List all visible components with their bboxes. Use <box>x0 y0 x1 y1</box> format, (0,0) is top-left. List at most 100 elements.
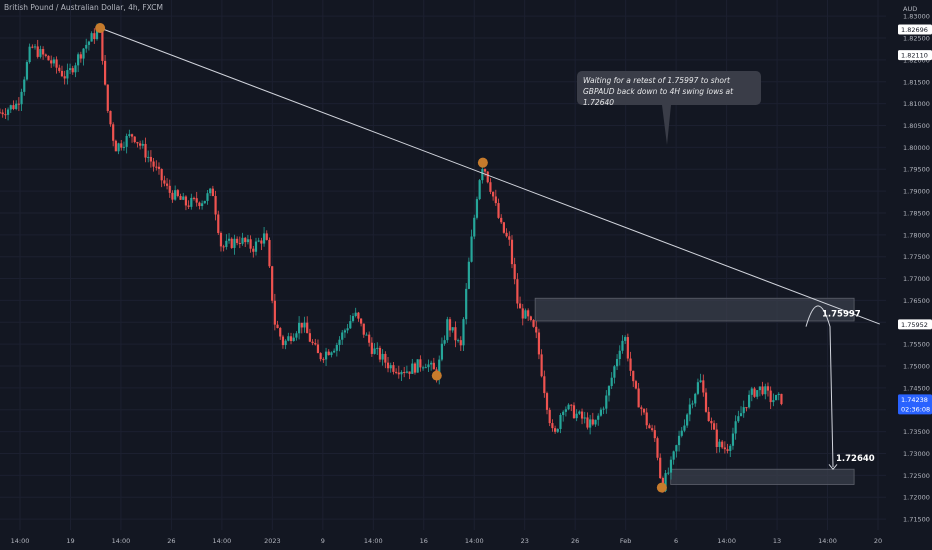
swing-marker <box>431 370 442 381</box>
candle-body <box>594 419 597 425</box>
time-tick-label: 26 <box>571 537 579 545</box>
candle-body <box>758 386 761 391</box>
candle-body <box>184 196 188 206</box>
candle-body <box>424 367 427 369</box>
candle-body <box>384 353 387 363</box>
candle-body <box>696 382 700 394</box>
swing-marker <box>477 157 488 168</box>
candle-body <box>209 188 212 194</box>
candle-body <box>395 371 398 373</box>
candle-body <box>699 380 702 383</box>
time-tick-label: 9 <box>321 537 325 545</box>
candle-body <box>284 340 287 346</box>
time-tick-label: 14:00 <box>465 537 484 545</box>
candle-body <box>368 334 371 343</box>
candle-body <box>217 214 220 233</box>
time-tick-label: 14:00 <box>818 537 837 545</box>
time-tick-label: 23 <box>521 537 529 545</box>
candle-body <box>680 430 683 436</box>
candle-body <box>20 91 23 105</box>
candle-body <box>163 180 166 184</box>
candle-body <box>378 347 382 360</box>
candle-body <box>211 188 214 197</box>
candle-body <box>90 33 93 42</box>
candle-body <box>656 438 659 458</box>
candle-body <box>537 332 541 355</box>
candle-body <box>586 417 589 428</box>
candle-body <box>637 388 640 408</box>
candle-body <box>362 323 365 335</box>
candle-body <box>149 156 153 162</box>
candle-body <box>489 182 492 192</box>
swing-marker <box>656 482 667 493</box>
candle-body <box>473 217 476 237</box>
candle-body <box>292 337 295 342</box>
candle-body <box>621 340 624 351</box>
candle-body <box>370 342 373 354</box>
candle-body <box>249 239 252 249</box>
price-tick-label: 1.77000 <box>903 275 930 283</box>
candle-body <box>106 84 109 111</box>
candle-body <box>645 412 648 426</box>
time-tick-label: 2023 <box>264 537 281 545</box>
candle-body <box>195 198 198 203</box>
candle-body <box>704 392 708 412</box>
candle-body <box>306 322 309 334</box>
candle-body <box>753 388 756 397</box>
candle-body <box>222 246 225 248</box>
candle-body <box>230 238 233 248</box>
candle-body <box>236 238 239 243</box>
candle-body <box>144 143 147 158</box>
candle-body <box>521 308 524 319</box>
time-tick-label: 13 <box>773 537 781 545</box>
candle-body <box>554 428 557 432</box>
candle-body <box>155 166 158 168</box>
candle-body <box>225 240 228 247</box>
candle-body <box>599 409 603 416</box>
time-axis: 14:00 19 14:00 26 14:00 2023 9 14:00 16 14:00 23 26… <box>11 537 883 545</box>
candle-body <box>120 143 123 148</box>
candle-body <box>133 136 136 143</box>
annotation-note: Waiting for a retest of 1.75997 to short… <box>577 71 761 107</box>
candle-body <box>287 336 290 341</box>
candle-body <box>642 408 646 413</box>
candle-body <box>324 351 328 360</box>
candle-body <box>179 195 182 200</box>
candle-body <box>610 377 613 387</box>
candle-body <box>254 241 258 252</box>
candle-body <box>319 353 322 360</box>
candle-body <box>688 404 691 415</box>
candle-body <box>769 390 772 403</box>
candle-body <box>545 393 549 410</box>
candle-body <box>241 237 244 244</box>
candle-body <box>527 310 530 317</box>
candle-body <box>381 353 384 360</box>
annotation-line-2: GBPAUD back down to 4H swing lows at 1.7… <box>583 87 734 107</box>
candle-body <box>470 236 473 262</box>
candle-body <box>198 202 201 207</box>
candle-body <box>341 332 344 340</box>
candle-body <box>203 200 206 204</box>
candle-body <box>1 112 4 115</box>
candle-body <box>446 319 449 341</box>
candle-body <box>365 334 368 336</box>
candle-body <box>427 364 430 368</box>
candle-body <box>112 124 115 141</box>
candle-body <box>567 404 570 410</box>
candle-body <box>634 381 638 389</box>
candle-body <box>276 324 279 329</box>
candle-body <box>330 352 333 356</box>
candle-body <box>405 371 408 373</box>
candle-body <box>265 233 268 240</box>
candle-body <box>702 380 705 393</box>
candle-body <box>79 54 82 59</box>
target-label: 1.75997 <box>822 309 861 319</box>
price-label-text: 1.82110 <box>901 52 928 60</box>
candle-body <box>456 340 460 342</box>
price-tick-label: 1.77500 <box>903 253 930 261</box>
trendline <box>99 27 880 325</box>
candle-body <box>12 105 15 109</box>
time-tick-label: 14:00 <box>11 537 30 545</box>
candle-body <box>117 143 120 152</box>
